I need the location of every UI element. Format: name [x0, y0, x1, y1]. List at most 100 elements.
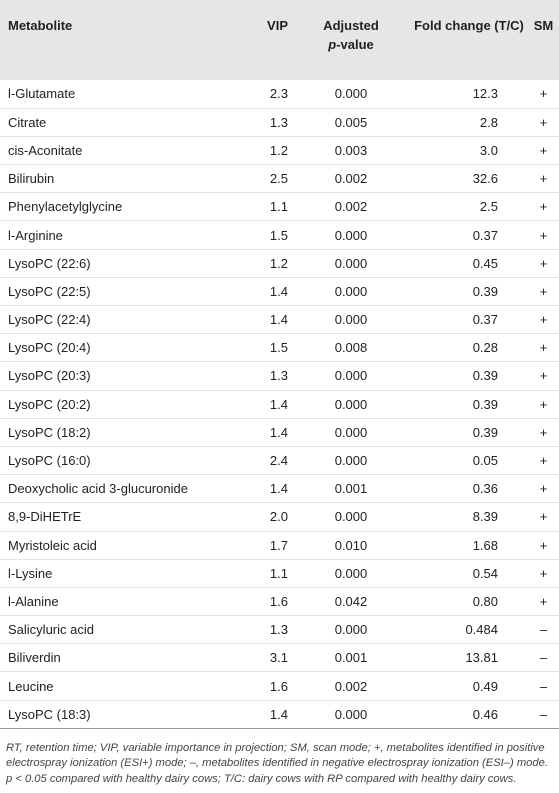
table-cell: 1.68 — [410, 531, 528, 560]
table-row: l-Glutamate 2.3 0.000 12.3 + — [0, 80, 559, 109]
table-cell: 0.002 — [292, 671, 410, 701]
table-cell: LysoPC (20:4) — [0, 333, 242, 363]
table-cell: 0.37 — [410, 305, 528, 335]
table-cell: 1.2 — [242, 249, 292, 278]
table-cell: + — [528, 305, 559, 335]
table-cell: 0.008 — [292, 333, 410, 363]
table-cell: + — [528, 418, 559, 447]
table-cell: 1.3 — [242, 361, 292, 391]
table-cell: 0.000 — [292, 361, 410, 391]
table-cell: LysoPC (22:5) — [0, 277, 242, 307]
table-row: l-Lysine 1.1 0.000 0.54 + — [0, 559, 559, 588]
table-row: LysoPC (20:4) 1.5 0.008 0.28 + — [0, 333, 559, 363]
table-cell: 12.3 — [410, 80, 528, 109]
table-cell: 1.1 — [242, 559, 292, 588]
table-row: Phenylacetylglycine 1.1 0.002 2.5 + — [0, 192, 559, 222]
table-cell: 0.484 — [410, 615, 528, 645]
table-row: Bilirubin 2.5 0.002 32.6 + — [0, 164, 559, 194]
table-row: LysoPC (22:5) 1.4 0.000 0.39 + — [0, 277, 559, 307]
table-cell: 1.4 — [242, 305, 292, 335]
table-cell: 1.4 — [242, 474, 292, 504]
table-row: LysoPC (16:0) 2.4 0.000 0.05 + — [0, 446, 559, 476]
table-cell: 0.000 — [292, 249, 410, 278]
table-cell: 2.4 — [242, 446, 292, 476]
table-cell: LysoPC (22:6) — [0, 249, 242, 278]
table-cell: 1.5 — [242, 220, 292, 250]
table-row: l-Alanine 1.6 0.042 0.80 + — [0, 587, 559, 617]
table-row: Myristoleic acid 1.7 0.010 1.68 + — [0, 531, 559, 560]
table-header: Metabolite VIP Adjusted p-value Fold chan… — [0, 0, 559, 80]
header-cell: Adjusted p-value — [292, 0, 410, 80]
table-cell: 0.36 — [410, 474, 528, 504]
table-cell: 32.6 — [410, 164, 528, 194]
table-row: l-Arginine 1.5 0.000 0.37 + — [0, 220, 559, 250]
table-cell: + — [528, 277, 559, 307]
table-cell: 1.3 — [242, 108, 292, 137]
table-cell: 2.3 — [242, 80, 292, 109]
table-cell: 0.005 — [292, 108, 410, 137]
table-row: Citrate 1.3 0.005 2.8 + — [0, 108, 559, 137]
table-cell: 0.000 — [292, 615, 410, 645]
table-cell: 0.003 — [292, 136, 410, 166]
table-cell: + — [528, 80, 559, 109]
header-cell: Metabolite — [0, 0, 242, 80]
table-cell: + — [528, 587, 559, 617]
header-row: Metabolite VIP Adjusted p-value Fold chan… — [0, 0, 559, 80]
table-row: Leucine 1.6 0.002 0.49– — [0, 671, 559, 701]
table-cell: 2.5 — [410, 192, 528, 222]
table-cell: 0.000 — [292, 559, 410, 588]
table-cell: Phenylacetylglycine — [0, 192, 242, 222]
table-row: LysoPC (22:4) 1.4 0.000 0.37 + — [0, 305, 559, 335]
table-cell: 8,9-DiHETrE — [0, 502, 242, 532]
table-body: l-Glutamate 2.3 0.000 12.3 + Citrate 1.3 0.005 2… — [0, 80, 559, 729]
table-cell: 0.39 — [410, 277, 528, 307]
table-cell: 13.81 — [410, 643, 528, 673]
table-cell: 1.6 — [242, 671, 292, 701]
table-cell: + — [528, 192, 559, 222]
table-cell: Biliverdin — [0, 643, 242, 673]
table-cell: 1.7 — [242, 531, 292, 560]
table-row: Salicyluric acid 1.3 0.000 0.484– — [0, 615, 559, 645]
footnote: RT, retention time; VIP, variable import… — [6, 741, 548, 785]
table-cell: 0.000 — [292, 305, 410, 335]
table-cell: 0.000 — [292, 700, 410, 729]
table-cell: – — [528, 615, 559, 645]
table-cell: 0.010 — [292, 531, 410, 560]
table-cell: 2.8 — [410, 108, 528, 137]
table-row: LysoPC (18:3) 1.4 0.000 0.46– — [0, 700, 559, 729]
table-cell: + — [528, 390, 559, 419]
table-cell: LysoPC (16:0) — [0, 446, 242, 476]
table-cell: l-Alanine — [0, 587, 242, 617]
table-cell: 0.05 — [410, 446, 528, 476]
table-cell: + — [528, 361, 559, 391]
table-cell: LysoPC (18:3) — [0, 700, 242, 729]
table-cell: Salicyluric acid — [0, 615, 242, 645]
table-cell: 0.37 — [410, 220, 528, 250]
table-cell: 0.042 — [292, 587, 410, 617]
table-cell: LysoPC (22:4) — [0, 305, 242, 335]
table-row: LysoPC (20:2) 1.4 0.000 0.39 + — [0, 390, 559, 419]
table-cell: 0.000 — [292, 277, 410, 307]
table-cell: 1.4 — [242, 277, 292, 307]
table-cell: Deoxycholic acid 3-glucuronide — [0, 474, 242, 504]
table-cell: 0.49 — [410, 671, 528, 701]
header-cell: Fold change (T/C) — [410, 0, 528, 80]
table-cell: + — [528, 108, 559, 137]
table-cell: 1.3 — [242, 615, 292, 645]
table-cell: 0.46 — [410, 700, 528, 729]
table-cell: + — [528, 446, 559, 476]
table-cell: 1.4 — [242, 700, 292, 729]
table-cell: 2.5 — [242, 164, 292, 194]
table-cell: 1.4 — [242, 390, 292, 419]
table-cell: Myristoleic acid — [0, 531, 242, 560]
table-cell: Leucine — [0, 671, 242, 701]
table-cell: l-Glutamate — [0, 80, 242, 109]
table-cell: 3.0 — [410, 136, 528, 166]
table-cell: + — [528, 164, 559, 194]
table-cell: LysoPC (20:2) — [0, 390, 242, 419]
table-row: Biliverdin 3.1 0.001 13.81– — [0, 643, 559, 673]
table-row: cis-Aconitate 1.2 0.003 3.0 + — [0, 136, 559, 166]
table-cell: 3.1 — [242, 643, 292, 673]
table-cell: + — [528, 502, 559, 532]
